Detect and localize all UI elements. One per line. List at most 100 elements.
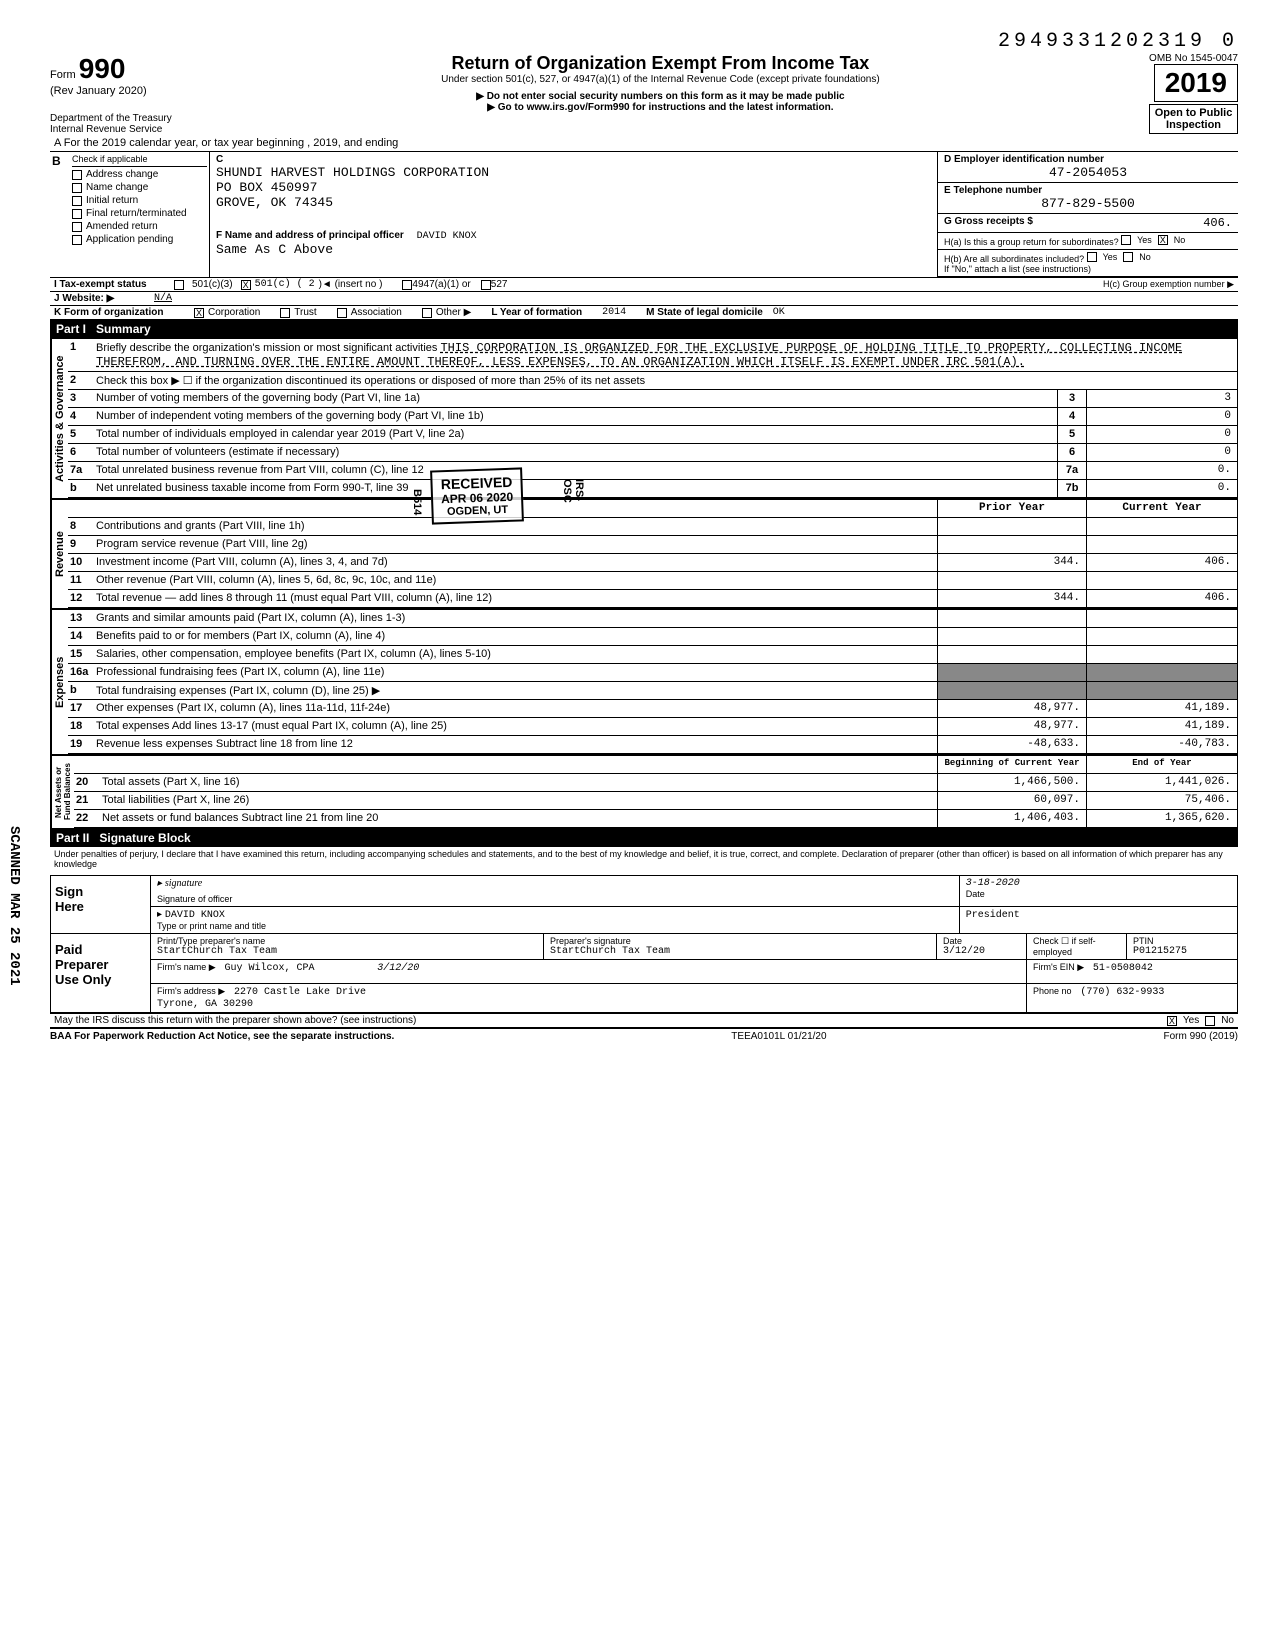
b-label: B [50, 152, 70, 277]
firm-phone: (770) 632-9933 [1080, 987, 1164, 998]
i-527-check[interactable] [481, 280, 491, 290]
check-address[interactable] [72, 170, 82, 180]
line20-current: 1,441,026. [1087, 774, 1237, 791]
firm-name: Guy Wilcox, CPA [224, 963, 314, 974]
sig-date-value: 3-18-2020 [966, 878, 1231, 889]
line21-text: Total liabilities (Part X, line 26) [98, 792, 937, 809]
line13-prior [937, 610, 1087, 627]
k-trust: Trust [294, 307, 316, 318]
check-initial[interactable] [72, 196, 82, 206]
year-formed: 2014 [602, 307, 626, 318]
ein: 47-2054053 [944, 165, 1232, 180]
line8-prior [937, 518, 1087, 535]
stamp-left: B514 [411, 489, 423, 515]
check-amended-label: Amended return [86, 221, 158, 232]
begin-year-header: Beginning of Current Year [937, 756, 1087, 773]
prior-year-header: Prior Year [937, 500, 1087, 517]
check-final[interactable] [72, 209, 82, 219]
sig-title: President [966, 910, 1020, 921]
line15-text: Salaries, other compensation, employee b… [92, 646, 937, 663]
line11-current [1087, 572, 1237, 589]
org-addr1: PO BOX 450997 [216, 180, 931, 195]
check-initial-label: Initial return [86, 195, 138, 206]
line2-num: 2 [68, 372, 92, 389]
line4-col: 4 [1057, 408, 1087, 425]
line10-current: 406. [1087, 554, 1237, 571]
form-number: 990 [79, 53, 126, 84]
revenue-side-label: Revenue [51, 500, 68, 608]
prep-name-label: Print/Type preparer's name [157, 936, 537, 946]
part1-label: Part I [56, 322, 86, 336]
ha-yes[interactable] [1121, 235, 1131, 245]
line20-prior: 1,466,500. [937, 774, 1087, 791]
dept-label: Department of the Treasury Internal Reve… [50, 113, 172, 135]
check-app-label: Application pending [86, 234, 173, 245]
line7b-val: 0. [1087, 480, 1237, 497]
i-label: I Tax-exempt status [54, 279, 174, 290]
line2-text: Check this box ▶ ☐ if the organization d… [92, 372, 1237, 389]
hb-no[interactable] [1123, 252, 1133, 262]
i-501c-check[interactable] [241, 280, 251, 290]
k-label: K Form of organization [54, 307, 194, 318]
prep-check-label: Check ☐ if self-employed [1033, 936, 1120, 957]
check-final-label: Final return/terminated [86, 208, 187, 219]
sig-name: DAVID KNOX [165, 910, 225, 921]
line14-current [1087, 628, 1237, 645]
mission-label: Briefly describe the organization's miss… [96, 342, 440, 354]
teea-code: TEEA0101L 01/21/20 [731, 1031, 826, 1042]
ha-label: H(a) Is this a group return for subordin… [944, 237, 1119, 247]
l-label: L Year of formation [491, 307, 582, 318]
ha-no[interactable] [1158, 235, 1168, 245]
line14-prior [937, 628, 1087, 645]
check-name[interactable] [72, 183, 82, 193]
line7a-val: 0. [1087, 462, 1237, 479]
discuss-no: No [1221, 1015, 1234, 1026]
paid-preparer-label: Paid Preparer Use Only [51, 934, 151, 1012]
check-amended[interactable] [72, 222, 82, 232]
discuss-yes-check[interactable] [1167, 1016, 1177, 1026]
line10-prior: 344. [937, 554, 1087, 571]
prep-sig: StartChurch Tax Team [550, 946, 930, 957]
k-other-check[interactable] [422, 308, 432, 318]
line21-current: 75,406. [1087, 792, 1237, 809]
part2-title: Signature Block [99, 831, 190, 845]
baa-notice: BAA For Paperwork Reduction Act Notice, … [50, 1031, 394, 1042]
governance-side-label: Activities & Governance [51, 339, 68, 498]
line5-val: 0 [1087, 426, 1237, 443]
line6-col: 6 [1057, 444, 1087, 461]
b-check-label: Check if applicable [72, 154, 207, 167]
website: N/A [154, 293, 172, 304]
k-trust-check[interactable] [280, 308, 290, 318]
subtitle: Under section 501(c), 527, or 4947(a)(1)… [172, 74, 1149, 85]
line16a-text: Professional fundraising fees (Part IX, … [92, 664, 937, 681]
line3-text: Number of voting members of the governin… [92, 390, 1057, 407]
check-name-label: Name change [86, 182, 148, 193]
line22-prior: 1,406,403. [937, 810, 1087, 827]
line13-text: Grants and similar amounts paid (Part IX… [92, 610, 937, 627]
line7a-text: Total unrelated business revenue from Pa… [92, 462, 1057, 479]
part2-label: Part II [56, 831, 89, 845]
line17-current: 41,189. [1087, 700, 1237, 717]
hb-note: If "No," attach a list (see instructions… [944, 264, 1232, 274]
line18-prior: 48,977. [937, 718, 1087, 735]
line12-current: 406. [1087, 590, 1237, 607]
i-501c3-check[interactable] [174, 280, 184, 290]
prep-sig-label: Preparer's signature [550, 936, 930, 946]
firm-phone-label: Phone no [1033, 986, 1072, 996]
k-corp-check[interactable] [194, 308, 204, 318]
k-corp: Corporation [208, 307, 260, 318]
discuss-no-check[interactable] [1205, 1016, 1215, 1026]
line17-text: Other expenses (Part IX, column (A), lin… [92, 700, 937, 717]
ptin: P01215275 [1133, 946, 1231, 957]
k-assoc-check[interactable] [337, 308, 347, 318]
i-4947-check[interactable] [402, 280, 412, 290]
check-app[interactable] [72, 235, 82, 245]
note1: ▶ Do not enter social security numbers o… [172, 91, 1149, 102]
hb-yes[interactable] [1087, 252, 1097, 262]
line22-current: 1,365,620. [1087, 810, 1237, 827]
j-label: J Website: ▶ [54, 293, 154, 304]
line4-val: 0 [1087, 408, 1237, 425]
line14-text: Benefits paid to or for members (Part IX… [92, 628, 937, 645]
line3-val: 3 [1087, 390, 1237, 407]
line16a-current [1087, 664, 1237, 681]
